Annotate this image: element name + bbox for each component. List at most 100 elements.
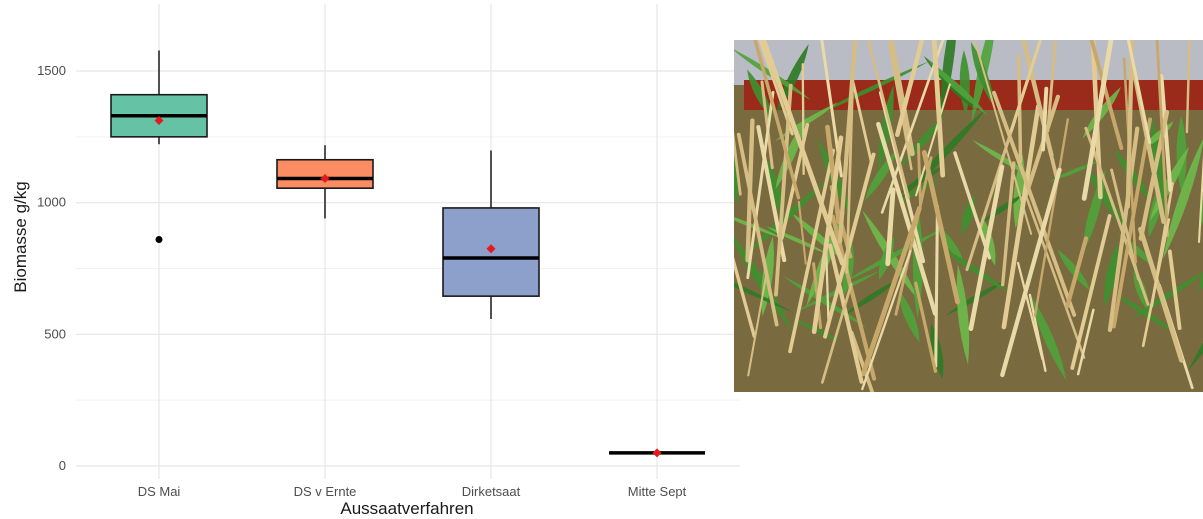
photo-leaf: [816, 61, 930, 115]
photo-stalk: [915, 83, 951, 197]
photo-stalk: [973, 40, 1033, 235]
photo-stalk: [1033, 118, 1069, 317]
photo-stalk: [992, 90, 1077, 317]
photo-stalk: [1107, 126, 1140, 333]
mean-marker: [154, 116, 164, 126]
photo-stalk: [880, 40, 945, 214]
photo-leaf: [1150, 114, 1168, 232]
photo-leaf: [1029, 293, 1067, 381]
x-tick-label: Mitte Sept: [628, 484, 687, 499]
photo-leaf: [767, 160, 784, 219]
photo-leaf: [734, 282, 794, 313]
photo-stalk: [1167, 249, 1182, 331]
y-axis-title: Biomasse g/kg: [11, 181, 30, 293]
photo-stalk: [823, 152, 876, 339]
photo-stalk: [861, 249, 912, 391]
box-ds-mai: [110, 50, 208, 244]
photo-leaf: [1057, 249, 1090, 291]
photo-stalk: [845, 89, 854, 274]
box-dirketsaat: [442, 150, 540, 320]
photo-stalk: [1009, 40, 1043, 133]
photo-leaf: [792, 317, 842, 343]
photo-stalk: [747, 271, 768, 377]
photo-stalk: [885, 187, 896, 267]
photo-stalk: [837, 40, 858, 244]
photo-stalk: [820, 282, 853, 384]
photo-stalk: [774, 83, 793, 297]
photo-stalk: [811, 135, 844, 335]
x-axis-ticks: DS Mai DS v Ernte Dirketsaat Mitte Sept: [138, 484, 687, 499]
photo-leaf: [1176, 115, 1187, 195]
mean-marker: [486, 244, 496, 254]
photo-stalk: [934, 204, 939, 368]
grid-lines: [76, 4, 740, 479]
photo-stalk: [1046, 40, 1057, 133]
photo-stalk: [820, 40, 843, 178]
photo-stalk: [736, 132, 779, 327]
photo-stalk: [953, 151, 992, 260]
photo-stalk: [1141, 218, 1171, 348]
box-mitte-sept: [609, 448, 705, 458]
photo-stalk: [753, 40, 801, 200]
photo-stalk: [734, 131, 742, 196]
photo-stalk: [1185, 40, 1191, 134]
field-photo: [734, 40, 1203, 392]
photo-leaf: [898, 290, 920, 343]
photo-stalk: [888, 44, 913, 171]
boxplot-chart: 0 500 1000 1500 DS Mai DS v Ernte Dirketsaat M…: [11, 4, 740, 518]
x-tick-label: DS v Ernte: [294, 484, 357, 499]
photo-leaf: [1082, 86, 1121, 139]
outlier-point: [155, 236, 163, 244]
photo-stalk: [1001, 161, 1016, 287]
y-tick-label: 1000: [37, 195, 66, 210]
photo-leaf: [939, 245, 1010, 293]
photo-stalk: [1065, 236, 1089, 309]
photo-leaf: [1198, 271, 1203, 293]
photo-leaf: [841, 226, 948, 284]
photo-stalk: [1110, 168, 1140, 281]
photo-stalk: [1041, 86, 1049, 152]
photo-leaf: [734, 148, 738, 206]
x-tick-label: DS Mai: [138, 484, 181, 499]
box-ds-v-ernte: [276, 145, 374, 219]
photo-stalk: [914, 281, 938, 373]
x-axis-title: Aussaatverfahren: [340, 499, 473, 518]
photo-leaf: [878, 85, 894, 171]
photo-stalk: [1000, 167, 1062, 378]
photo-stalk: [851, 81, 873, 164]
y-tick-label: 1500: [37, 63, 66, 78]
photo-stalk: [788, 148, 835, 354]
photo-stalk: [734, 256, 756, 338]
photo-stalk: [1111, 117, 1152, 329]
y-axis-ticks: 0 500 1000 1500: [37, 63, 66, 473]
mean-marker: [652, 448, 662, 458]
photo-stalk: [1016, 261, 1044, 361]
photo-stalk: [1159, 74, 1173, 192]
photo-stalk: [931, 40, 946, 178]
photo-stalk: [894, 156, 933, 316]
photo-stalk: [758, 40, 794, 136]
photo-stalk: [1138, 226, 1184, 363]
photo-stubble: [734, 40, 1203, 392]
photo-stalk: [797, 200, 807, 265]
photo-stalk: [866, 40, 910, 199]
photo-stalk: [1081, 40, 1114, 201]
photo-stalk: [921, 150, 960, 305]
photo-stalk: [1001, 104, 1041, 330]
y-tick-label: 500: [44, 326, 66, 341]
photo-leaf: [1113, 292, 1178, 335]
photo-leaf: [1163, 139, 1203, 260]
photo-leaf: [1188, 342, 1203, 371]
photo-stalk: [1126, 40, 1152, 144]
photo-stalk: [1197, 154, 1203, 243]
photo-caption: [676, 505, 1006, 519]
photo-stalk: [1155, 40, 1170, 238]
photo-leaf: [956, 264, 970, 365]
photo-leaf: [1049, 160, 1100, 183]
photo-stalk: [895, 40, 925, 138]
photo-stalk: [746, 90, 775, 280]
photo-stalk: [828, 243, 864, 384]
photo-stalk: [849, 330, 874, 392]
photo-leaf: [970, 41, 995, 108]
photo-stalk: [888, 40, 915, 157]
